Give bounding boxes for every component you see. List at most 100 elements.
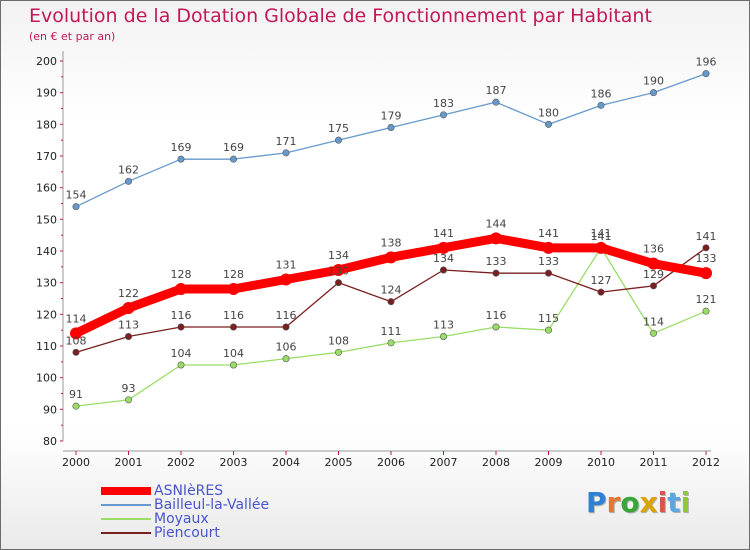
y-tick-label: 90 (43, 403, 57, 416)
data-label: 108 (66, 334, 87, 347)
data-label: 127 (591, 274, 612, 287)
data-point (387, 124, 395, 132)
logo-letter: i (657, 486, 668, 519)
data-point (597, 288, 605, 296)
y-tick-label: 150 (36, 213, 57, 226)
data-point (385, 251, 397, 264)
data-point (542, 241, 555, 254)
y-tick-label: 80 (43, 435, 57, 448)
data-point (230, 361, 238, 369)
logo-letter: x (639, 486, 658, 519)
legend-swatch (101, 518, 151, 520)
logo-letter: o (620, 486, 640, 519)
data-point (282, 149, 290, 157)
y-tick-label: 160 (36, 182, 57, 195)
data-label: 141 (696, 230, 717, 243)
x-tick-label: 2012 (692, 456, 720, 469)
data-point (492, 98, 500, 106)
data-label: 133 (696, 252, 717, 265)
y-tick-label: 130 (36, 277, 57, 290)
data-point (649, 329, 657, 337)
data-point (439, 332, 447, 340)
data-label: 116 (276, 309, 297, 322)
data-point (387, 298, 395, 306)
data-label: 141 (591, 227, 612, 240)
data-point (544, 269, 552, 277)
data-point (282, 355, 290, 363)
data-point (492, 269, 500, 277)
data-label: 121 (696, 293, 717, 306)
data-label: 171 (276, 135, 297, 148)
data-label: 111 (381, 325, 402, 338)
logo-letter: P (586, 486, 607, 519)
chart-title: Evolution de la Dotation Globale de Fonc… (29, 5, 652, 27)
data-point (334, 136, 342, 144)
data-label: 187 (486, 84, 507, 97)
y-tick-label: 110 (36, 340, 57, 353)
data-label: 93 (122, 382, 136, 395)
data-label: 113 (118, 319, 139, 332)
y-tick-label: 180 (36, 118, 57, 131)
y-tick-label: 200 (36, 55, 57, 68)
data-label: 169 (223, 141, 244, 154)
data-point (175, 283, 187, 295)
legend-swatch (101, 532, 151, 534)
data-point (230, 155, 238, 163)
data-label: 179 (381, 110, 402, 123)
data-label: 141 (538, 227, 559, 240)
data-point (177, 361, 185, 369)
x-tick-label: 2002 (167, 456, 195, 469)
data-point (437, 241, 450, 254)
data-point (387, 339, 395, 347)
legend-label: Bailleul-la-Vallée (154, 497, 270, 513)
chart-subtitle: (en € et par an) (29, 30, 116, 43)
data-label: 116 (223, 309, 244, 322)
data-label: 108 (328, 334, 349, 347)
x-tick-label: 2007 (430, 456, 458, 469)
legend-label: Piencourt (154, 525, 220, 541)
data-point (70, 327, 82, 340)
data-point (280, 273, 292, 286)
data-label: 133 (486, 255, 507, 268)
x-tick-label: 2010 (587, 456, 615, 469)
logo-letter: i (680, 486, 691, 519)
data-label: 175 (328, 122, 349, 135)
y-tick-label: 120 (36, 308, 57, 321)
data-label: 196 (696, 56, 717, 69)
data-label: 134 (433, 252, 454, 265)
proxiti-logo: Proxiti (586, 486, 690, 519)
data-point (702, 307, 710, 315)
x-tick-label: 2009 (535, 456, 563, 469)
data-point (439, 111, 447, 119)
data-point (544, 120, 552, 128)
data-label: 134 (328, 249, 349, 262)
data-label: 141 (591, 230, 612, 243)
data-label: 154 (66, 189, 87, 202)
data-point (544, 326, 552, 334)
x-tick-label: 2003 (220, 456, 248, 469)
y-tick-label: 140 (36, 245, 57, 258)
y-tick-label: 100 (36, 372, 57, 385)
data-label: 133 (538, 255, 559, 268)
data-point (177, 155, 185, 163)
data-label: 122 (118, 287, 139, 300)
data-point (700, 267, 712, 280)
legend-label: Moyaux (154, 511, 209, 527)
data-point (177, 323, 185, 331)
x-tick-label: 2004 (272, 456, 300, 469)
legend-swatch (101, 487, 151, 495)
data-point (125, 177, 133, 185)
data-point (702, 70, 710, 78)
x-tick-label: 2008 (482, 456, 510, 469)
data-label: 131 (276, 259, 297, 272)
data-point (282, 323, 290, 331)
data-label: 144 (486, 217, 507, 230)
data-point (125, 332, 133, 340)
data-point (332, 264, 345, 276)
data-label: 124 (381, 284, 402, 297)
logo-letter: r (606, 486, 621, 519)
data-point (334, 279, 342, 287)
data-point (647, 257, 660, 270)
data-label: 141 (433, 227, 454, 240)
